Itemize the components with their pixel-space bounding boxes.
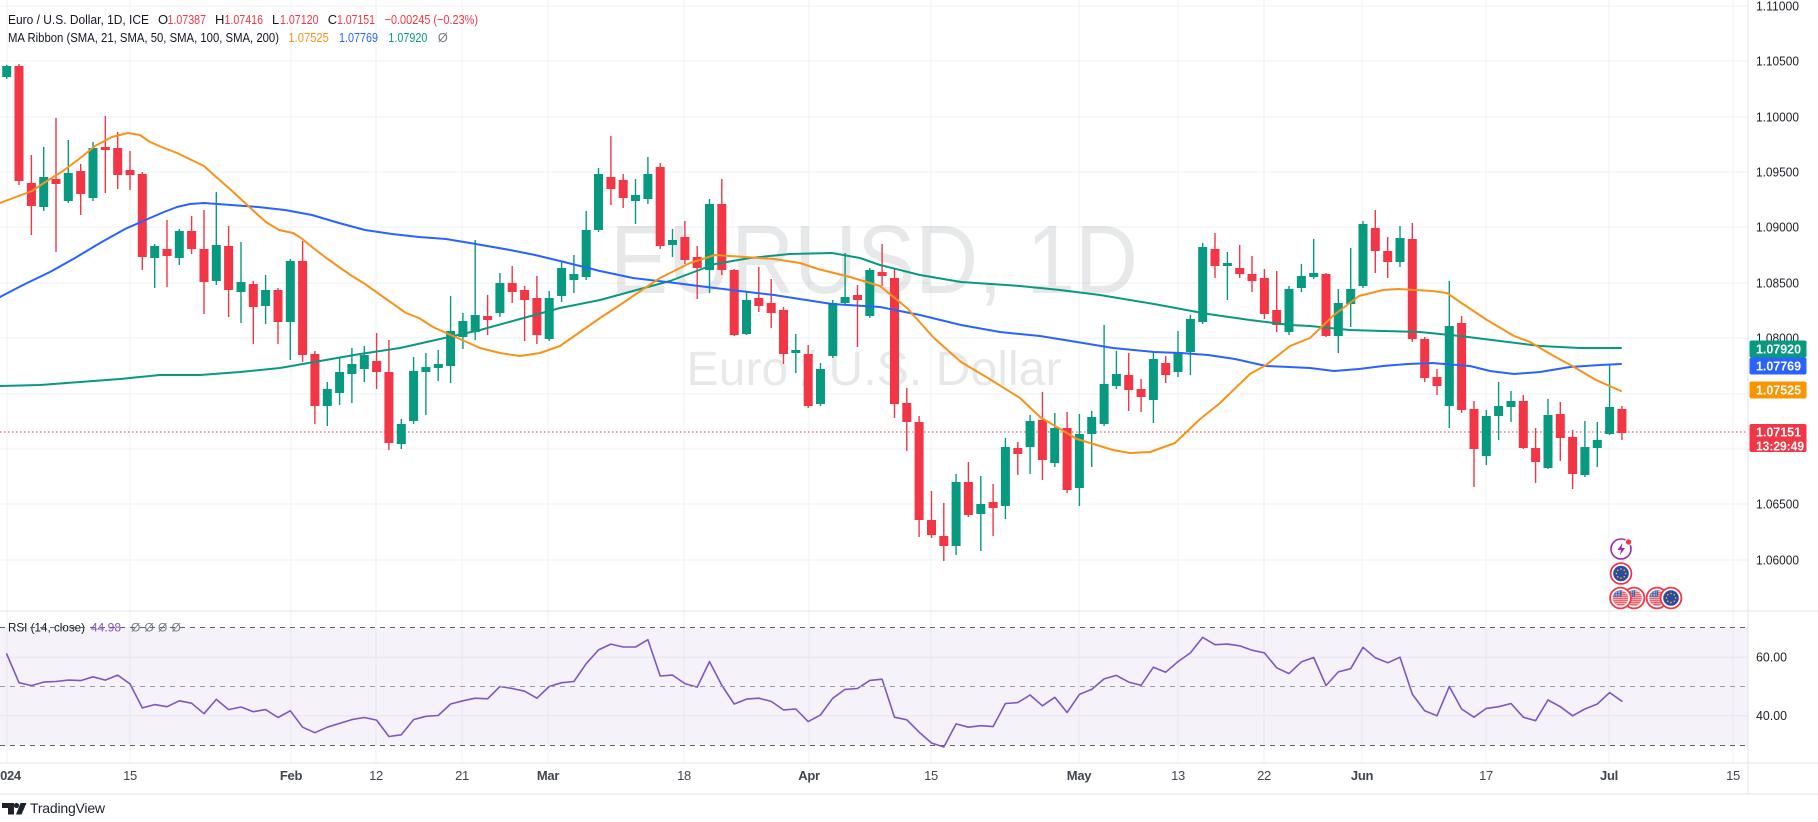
- svg-text:Jun: Jun: [1351, 768, 1374, 783]
- svg-text:O: O: [158, 12, 168, 27]
- svg-text:−0.00245 (−0.23%): −0.00245 (−0.23%): [385, 12, 478, 27]
- svg-text:Euro / U.S. Dollar, 1D, ICE: Euro / U.S. Dollar, 1D, ICE: [8, 12, 149, 27]
- svg-text:Apr: Apr: [798, 768, 820, 783]
- svg-text:May: May: [1067, 768, 1092, 783]
- svg-text:1.07525: 1.07525: [1756, 383, 1801, 397]
- svg-text:17: 17: [1479, 768, 1493, 783]
- svg-text:15: 15: [123, 768, 137, 783]
- svg-text:1.07525: 1.07525: [288, 30, 329, 45]
- svg-text:MA Ribbon (SMA, 21, SMA, 50, S: MA Ribbon (SMA, 21, SMA, 50, SMA, 100, S…: [8, 30, 279, 45]
- svg-text:22: 22: [1257, 768, 1271, 783]
- svg-text:1.10000: 1.10000: [1756, 110, 1799, 124]
- svg-text:1.07920: 1.07920: [1756, 342, 1801, 356]
- svg-text:Jul: Jul: [1600, 768, 1618, 783]
- svg-text:13:29:49: 13:29:49: [1756, 440, 1804, 454]
- svg-text:1.09500: 1.09500: [1756, 165, 1799, 179]
- svg-text:Euro / U.S. Dollar: Euro / U.S. Dollar: [687, 343, 1062, 396]
- svg-text:18: 18: [677, 768, 691, 783]
- svg-text:15: 15: [924, 768, 938, 783]
- svg-text:1.07920: 1.07920: [388, 30, 427, 45]
- svg-text:Ø: Ø: [438, 30, 448, 45]
- svg-text:H: H: [215, 12, 224, 27]
- svg-text:1.10500: 1.10500: [1756, 54, 1799, 68]
- svg-text:Mar: Mar: [537, 768, 559, 783]
- svg-text:1.07387: 1.07387: [168, 12, 207, 27]
- svg-text:Ø: Ø: [131, 621, 140, 635]
- svg-text:12: 12: [369, 768, 383, 783]
- svg-text:Feb: Feb: [280, 768, 303, 783]
- svg-text:L: L: [272, 12, 279, 27]
- svg-text:13: 13: [1171, 768, 1185, 783]
- svg-text:1.07151: 1.07151: [337, 12, 375, 27]
- svg-text:1.08500: 1.08500: [1756, 276, 1799, 290]
- svg-text:15: 15: [1726, 768, 1740, 783]
- svg-text:2024: 2024: [0, 768, 22, 783]
- svg-text:1.07769: 1.07769: [339, 30, 378, 45]
- svg-text:Ø: Ø: [145, 621, 154, 635]
- svg-text:C: C: [328, 12, 337, 27]
- svg-text:RSI (14, close): RSI (14, close): [8, 621, 85, 635]
- svg-text:1.07151: 1.07151: [1756, 426, 1801, 440]
- svg-text:TradingView: TradingView: [30, 800, 106, 816]
- svg-text:1.07120: 1.07120: [280, 12, 319, 27]
- svg-text:1.06500: 1.06500: [1756, 497, 1799, 511]
- svg-text:1.07769: 1.07769: [1756, 359, 1801, 373]
- svg-text:1.09000: 1.09000: [1756, 220, 1799, 234]
- svg-text:60.00: 60.00: [1756, 651, 1787, 665]
- svg-text:40.00: 40.00: [1756, 709, 1787, 723]
- svg-text:1.11000: 1.11000: [1756, 0, 1799, 13]
- svg-text:1.07416: 1.07416: [225, 12, 264, 27]
- svg-text:1.06000: 1.06000: [1756, 553, 1799, 567]
- svg-text:Ø: Ø: [172, 621, 181, 635]
- svg-text:44.98: 44.98: [91, 621, 121, 635]
- svg-text:21: 21: [455, 768, 469, 783]
